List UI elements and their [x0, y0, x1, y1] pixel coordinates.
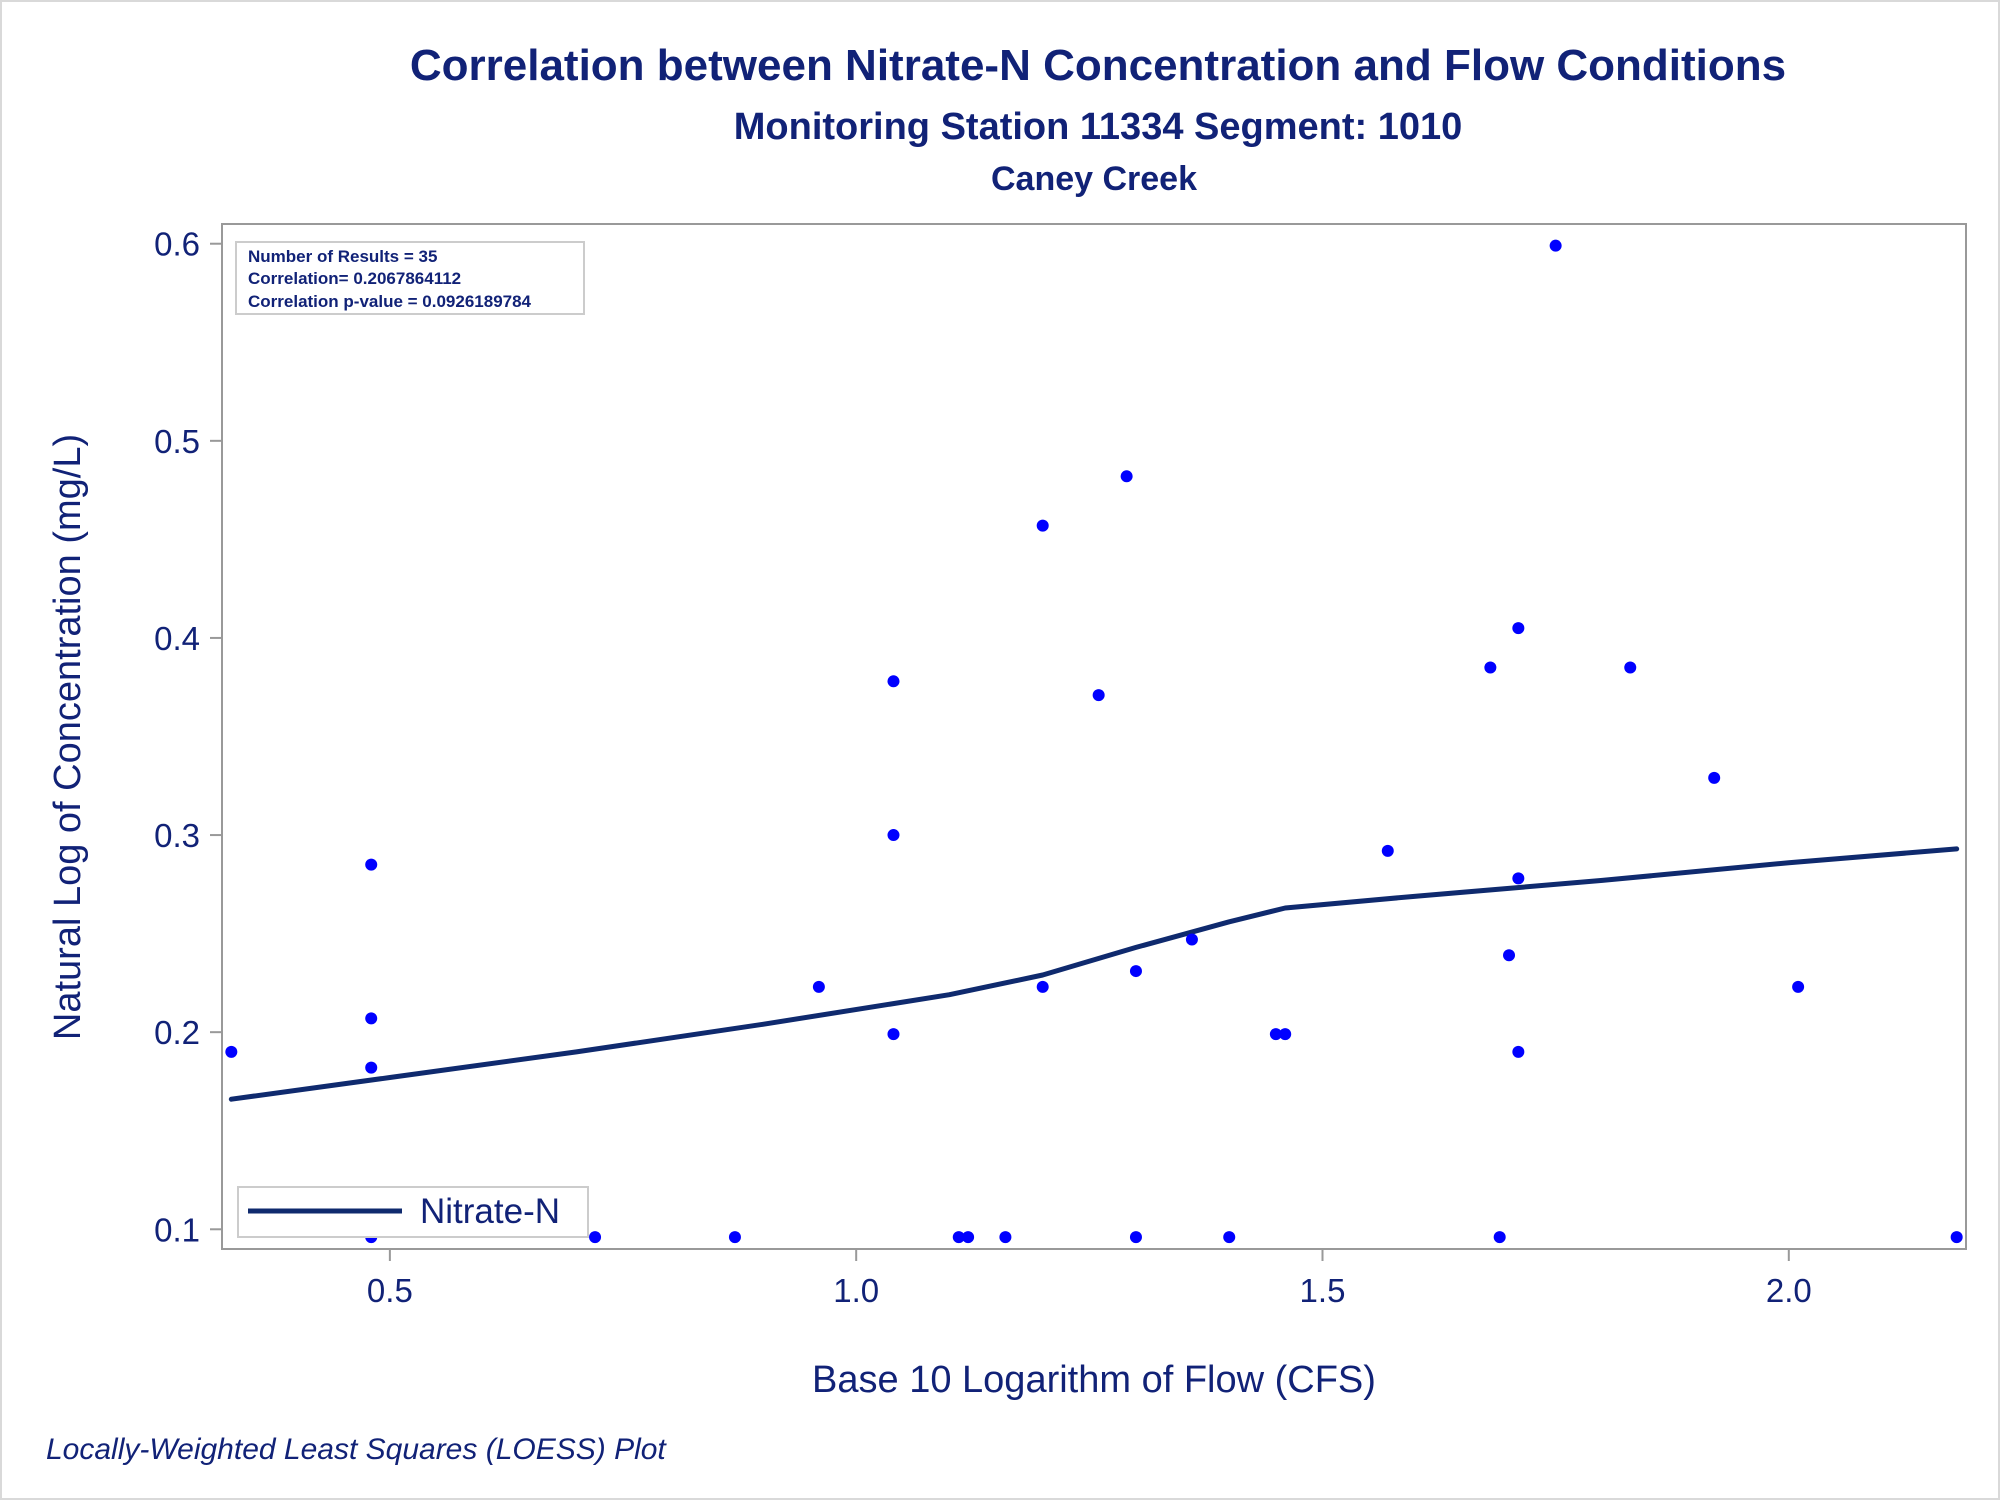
y-axis-label: Natural Log of Concentration (mg/L) [47, 434, 89, 1040]
data-point [1036, 980, 1049, 993]
data-point [1792, 980, 1805, 993]
data-point [1493, 1231, 1506, 1244]
data-point [1484, 661, 1497, 674]
data-point [365, 858, 378, 871]
data-point [1092, 689, 1105, 702]
data-point [728, 1231, 741, 1244]
data-point [1512, 872, 1525, 885]
data-point [1223, 1231, 1236, 1244]
data-point [999, 1231, 1012, 1244]
data-point [1036, 519, 1049, 532]
fit-line-layer [228, 846, 1960, 1102]
stats-box-border [235, 241, 585, 315]
stats-p-value: Correlation p-value = 0.0926189784 [248, 292, 532, 311]
legend: Nitrate-N [237, 1186, 589, 1238]
data-point [887, 829, 900, 842]
data-point [887, 1028, 900, 1041]
footnote: Locally-Weighted Least Squares (LOESS) P… [46, 1433, 667, 1466]
legend-border [237, 1186, 589, 1238]
loess-fit-line-nitrate-n [228, 846, 1960, 1102]
data-point [1120, 470, 1133, 483]
data-point [962, 1231, 975, 1244]
data-point [1624, 661, 1637, 674]
chart-subtitle-location: Caney Creek [991, 160, 1197, 198]
data-point [1708, 771, 1721, 784]
x-axis-label: Base 10 Logarithm of Flow (CFS) [812, 1359, 1376, 1401]
stats-result-count: Number of Results = 35 [248, 247, 437, 266]
y-tick-label: 0.5 [154, 423, 200, 460]
data-point [365, 1061, 378, 1074]
x-axis: 0.5 1.0 1.5 2.0 [367, 1249, 1812, 1309]
data-point [887, 675, 900, 688]
y-tick-label: 0.2 [154, 1014, 200, 1051]
data-point [1279, 1028, 1292, 1041]
data-point [1185, 933, 1198, 946]
stats-correlation: Correlation= 0.2067864112 [248, 269, 461, 288]
data-point [1512, 622, 1525, 635]
chart-subtitle: Monitoring Station 11334 Segment: 1010 [734, 106, 1463, 148]
data-point [225, 1045, 238, 1058]
data-point [365, 1012, 378, 1025]
points-layer [225, 239, 1963, 1244]
data-point [1503, 949, 1516, 962]
chart-title: Correlation between Nitrate-N Concentrat… [410, 41, 1786, 90]
y-tick-label: 0.3 [154, 817, 200, 854]
data-point [1950, 1231, 1963, 1244]
y-tick-label: 0.6 [154, 226, 200, 263]
data-point [1381, 844, 1394, 857]
y-tick-label: 0.4 [154, 620, 200, 657]
data-point [1269, 1028, 1282, 1041]
x-tick-label: 1.0 [833, 1272, 879, 1309]
legend-entry-nitrate-n: Nitrate-N [420, 1192, 560, 1231]
data-point [1129, 1231, 1142, 1244]
data-point [1549, 239, 1562, 252]
data-point [812, 980, 825, 993]
stats-box: Number of Results = 35 Correlation= 0.20… [235, 241, 585, 315]
data-point [589, 1231, 602, 1244]
data-point [1512, 1045, 1525, 1058]
x-tick-label: 2.0 [1766, 1272, 1812, 1309]
data-point [1129, 965, 1142, 978]
x-tick-label: 0.5 [367, 1272, 413, 1309]
y-tick-label: 0.1 [154, 1211, 200, 1248]
y-axis: 0.1 0.2 0.3 0.4 0.5 0.6 [154, 226, 222, 1248]
data-point [952, 1231, 965, 1244]
plot-area [221, 223, 1967, 1250]
x-tick-label: 1.5 [1300, 1272, 1346, 1309]
